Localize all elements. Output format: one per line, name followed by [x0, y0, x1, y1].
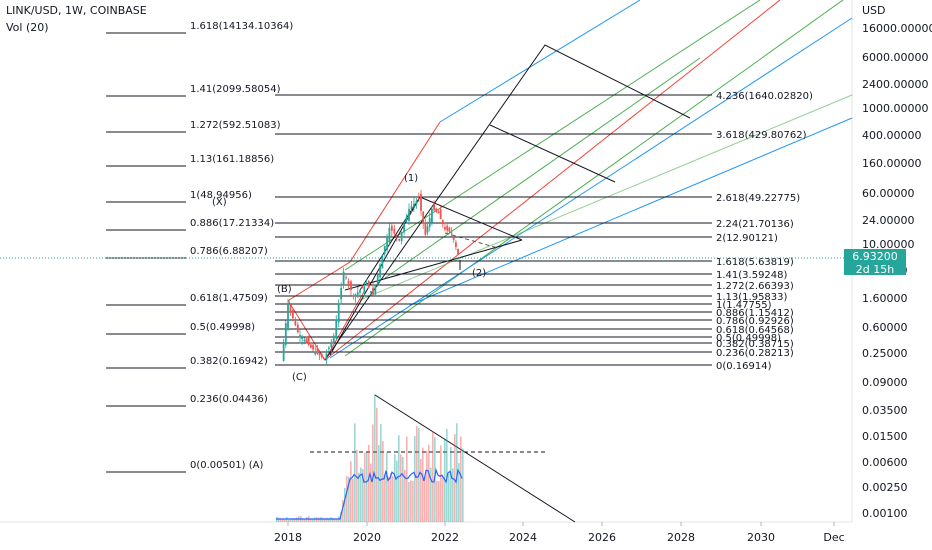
fib-left-level-label: 1(48.94956)	[190, 190, 252, 201]
price-axis-unit: USD	[862, 4, 886, 17]
pitchfork-green-mid	[384, 57, 701, 279]
pitchfork-blue-lower	[329, 17, 853, 359]
fib-left-level-label: 0.786(6.88207)	[190, 246, 268, 257]
fib-left-level-label: 1.618(14134.10364)	[190, 21, 293, 32]
fib-left-level-label: 0.236(0.04436)	[190, 394, 268, 405]
fib-right-level-label: 1(1.47755)	[716, 300, 772, 311]
wave-label-b: (B)	[277, 284, 292, 295]
price-axis-label: 0.00600	[862, 456, 908, 469]
price-axis-label: 0.00100	[862, 507, 908, 520]
price-axis-label: 6000.00000	[862, 51, 928, 64]
fib-right-level-label: 0.382(0.38715)	[716, 339, 794, 350]
price-axis-label: 1000.00000	[862, 102, 928, 115]
volume-bars	[276, 394, 464, 522]
price-axis-label: 160.00000	[862, 157, 922, 170]
fib-left-level-label: 0.5(0.49998)	[190, 322, 255, 333]
pitchfork-red-median	[324, 0, 781, 361]
pitchfork-blue-upper	[439, 0, 641, 123]
current-price-value: 6.93200	[852, 250, 898, 263]
wave-label-2: (2)	[472, 268, 486, 279]
pitchfork-green-upper	[344, 0, 761, 271]
fib-right-level-label: 2.618(49.22775)	[716, 193, 800, 204]
fib-right-level-label: 4.236(1640.02820)	[716, 91, 813, 102]
price-axis-label: 0.60000	[862, 321, 908, 334]
time-axis-label: Dec	[823, 531, 844, 544]
fib-right-level-label: 0.886(1.15412)	[716, 308, 794, 319]
wave-labels: (1) (2) (X) (B) (C)	[212, 173, 486, 383]
price-axis-label: 0.00250	[862, 481, 908, 494]
price-axis-label: 16000.00000	[862, 22, 932, 35]
fib-right-level-label: 1.41(3.59248)	[716, 270, 788, 281]
time-axis-label: 2028	[667, 531, 695, 544]
fib-right-level-label: 2.24(21.70136)	[716, 219, 794, 230]
time-axis[interactable]: 2018 2020 2022 2024 2026 2028 2030 Dec	[0, 521, 852, 544]
price-axis-label: 24.00000	[862, 214, 915, 227]
fib-left-level-label: 0.618(1.47509)	[190, 293, 268, 304]
fib-right-level-label: 1.13(1.95833)	[716, 292, 788, 303]
price-axis-label: 400.00000	[862, 129, 922, 142]
fib-left-level-label: 0.886(17.21334)	[190, 218, 274, 229]
price-axis-label: 1.60000	[862, 292, 908, 305]
fib-right-level-label: 0.5(0.49998)	[716, 333, 781, 344]
volume-legend[interactable]: Vol (20)	[6, 21, 49, 34]
wave-label-1: (1)	[404, 173, 418, 184]
fib-right-level-label: 0.618(0.64568)	[716, 325, 794, 336]
fib-left-level-label: 1.13(161.18856)	[190, 154, 274, 165]
fib-left-level-label: 0(0.00501) (A)	[190, 460, 263, 471]
fib-right-level-label: 2(12.90121)	[716, 233, 778, 244]
time-axis-label: 2026	[588, 531, 616, 544]
fib-right-level-label: 0.236(0.28213)	[716, 348, 794, 359]
wave-projection-lines	[310, 44, 691, 523]
symbol-title[interactable]: LINK/USD, 1W, COINBASE	[6, 4, 147, 17]
price-axis[interactable]: USD 16000.00000 6000.00000 2400.00000 1000.…	[851, 0, 932, 522]
price-axis-label: 10.00000	[862, 238, 915, 251]
fib-levels-right[interactable]: 4.236(1640.02820) 3.618(429.80762) 2.618(4…	[275, 91, 813, 372]
time-axis-label: 2030	[747, 531, 775, 544]
price-axis-label: 2400.00000	[862, 78, 928, 91]
fib-right-level-label: 1.272(2.66393)	[716, 281, 794, 292]
price-candles	[282, 189, 459, 365]
wave-label-c: (C)	[292, 372, 307, 383]
fib-right-level-label: 0.786(0.92926)	[716, 316, 794, 327]
time-axis-label: 2018	[274, 531, 302, 544]
fib-left-level-label: 0.382(0.16942)	[190, 356, 268, 367]
pitchfork-green-lower	[344, 0, 844, 357]
pitchfork-red-handle	[288, 121, 441, 301]
price-axis-label: 60.00000	[862, 187, 915, 200]
fib-levels-left[interactable]: 1.618(14134.10364) 1.41(2099.58054) 1.272(…	[106, 21, 293, 473]
pitchfork-red-lower-rail	[288, 289, 366, 361]
fib-right-level-label: 3.618(429.80762)	[716, 130, 807, 141]
time-axis-label: 2020	[353, 531, 381, 544]
time-axis-label: 2024	[509, 531, 537, 544]
fib-left-level-label: 1.272(592.51083)	[190, 120, 281, 131]
price-axis-label: 0.03500	[862, 404, 908, 417]
price-axis-label: 0.09000	[862, 376, 908, 389]
fib-left-level-label: 1.41(2099.58054)	[190, 84, 281, 95]
wave-label-x: (X)	[212, 197, 227, 208]
fib-right-level-label: 0(0.16914)	[716, 361, 772, 372]
fib-right-level-label: 1.618(5.63819)	[716, 257, 794, 268]
bar-countdown: 2d 15h	[855, 263, 895, 276]
current-price-badge: 6.93200 2d 15h	[844, 249, 906, 276]
price-axis-label: 0.25000	[862, 347, 908, 360]
volume-ma-line	[276, 467, 463, 520]
price-axis-label: 0.01500	[862, 430, 908, 443]
time-axis-label: 2022	[431, 531, 459, 544]
